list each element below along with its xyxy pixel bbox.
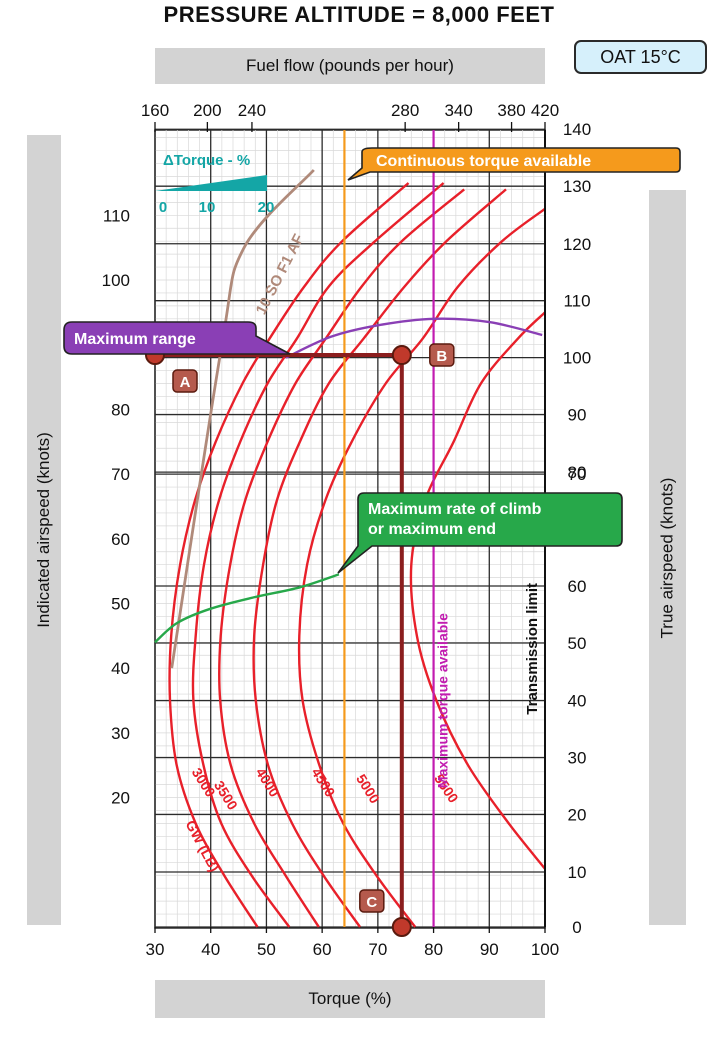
x-tick-label: 70 (368, 940, 387, 959)
max-climb-text: Maximum rate of climb or maximum end (368, 501, 542, 538)
tas-tick-label: 90 (568, 406, 587, 425)
y-tick-label: 40 (111, 659, 130, 678)
example-point-b (391, 345, 412, 366)
fuel-flow-axis-label: Fuel flow (pounds per hour) (246, 56, 454, 75)
y-tick-label: 100 (102, 271, 130, 290)
tas-tick-label: 40 (568, 692, 587, 711)
max-torque-text: Maximum torque available (435, 613, 451, 788)
fuel-flow-tick-label: 240 (238, 101, 266, 120)
y-tick-label: 50 (111, 595, 130, 614)
x-tick-label: 40 (201, 940, 220, 959)
sof1-line (170, 169, 315, 669)
max-climb-text-line: or maximum end (368, 521, 496, 538)
example-point-c (391, 917, 412, 937)
y-tick-label: 20 (111, 789, 130, 808)
example-tag-a (172, 369, 198, 393)
tas-tick-label: 30 (568, 748, 587, 767)
gw-curve-3000 (168, 182, 410, 928)
y-tick-label: 70 (111, 465, 130, 484)
delta-torque-tick: 10 (199, 199, 216, 216)
fuel-flow-tick-label: 340 (444, 101, 472, 120)
oat-badge: OAT 15°C (574, 40, 707, 74)
tas-tick-label: 110 (563, 292, 590, 311)
y-tick-label: 30 (111, 724, 130, 743)
delta-torque-wedge (155, 175, 267, 191)
transmission-limit-text: Transmission limit (524, 583, 541, 715)
delta-torque-tick: 0 (159, 199, 167, 216)
x-tick-label: 90 (480, 940, 499, 959)
tas-tick-label: 0 (572, 918, 581, 937)
example-label-c: C (366, 894, 377, 911)
example-tag-b (429, 343, 455, 367)
y-tick-label: 80 (111, 400, 130, 419)
tas-tick-label: 140 (563, 120, 591, 139)
x-tick-label: 60 (313, 940, 332, 959)
torque-axis-label: Torque (%) (308, 989, 392, 1008)
x-tick-label: 50 (257, 940, 276, 959)
fuel-flow-axis-band: Fuel flow (pounds per hour) (155, 48, 545, 84)
delta-torque-title: ΔTorque - % (163, 152, 250, 169)
tas-tick-label: 80 (568, 463, 587, 482)
indicated-airspeed-axis-band: Indicated airspeed (knots) (27, 135, 61, 925)
max-range-text: Maximum range (74, 331, 196, 348)
fuel-flow-tick-label: 200 (193, 101, 221, 120)
max-range-curve (285, 317, 543, 359)
y-tick-label: 60 (111, 530, 130, 549)
torque-axis-band: Torque (%) (155, 980, 545, 1018)
continuous-torque-callout (347, 147, 681, 181)
true-airspeed-axis-band: True airspeed (knots) (649, 190, 686, 925)
fuel-flow-tick-label: 380 (497, 101, 525, 120)
chart-title: PRESSURE ALTITUDE = 8,000 FEET (163, 2, 555, 27)
max-climb-text-line: Maximum rate of climb (368, 501, 542, 518)
x-tick-label: 100 (531, 940, 559, 959)
tas-tick-label: 130 (563, 177, 591, 196)
tas-tick-label: 10 (568, 863, 587, 882)
max-climb-curve (154, 573, 340, 644)
gw-curve-5000 (297, 207, 546, 928)
gw-curve-4500 (252, 188, 507, 928)
max-climb-callout (337, 492, 623, 574)
tas-tick-label: 50 (568, 634, 587, 653)
x-tick-label: 80 (424, 940, 443, 959)
continuous-torque-text: Continuous torque available (376, 153, 591, 170)
annotations: Continuous torque available Maximum range… (63, 147, 681, 788)
y-tick-label: 110 (103, 206, 130, 225)
gw-curve-3500 (191, 182, 445, 928)
example-label-b: B (436, 348, 447, 365)
delta-torque-tick: 20 (258, 199, 275, 216)
example-tag-c (359, 889, 385, 913)
fuel-flow-tick-label: 420 (531, 101, 559, 120)
example-label-a: A (180, 374, 191, 391)
tas-tick-label: 60 (568, 577, 587, 596)
gw-curve-4000 (217, 188, 465, 928)
example-path: A B C (145, 343, 455, 937)
fuel-flow-tick-label: 280 (391, 101, 419, 120)
tas-tick-label: 120 (563, 235, 591, 254)
tas-tick-label: 20 (568, 805, 587, 824)
fuel-flow-tick-label: 160 (141, 101, 169, 120)
gw-curve-5500 (409, 311, 546, 870)
tas-tick-label: 100 (563, 349, 591, 368)
max-range-callout (63, 321, 291, 355)
x-tick-label: 30 (146, 940, 165, 959)
tas-tick-label: 70 (568, 465, 587, 484)
